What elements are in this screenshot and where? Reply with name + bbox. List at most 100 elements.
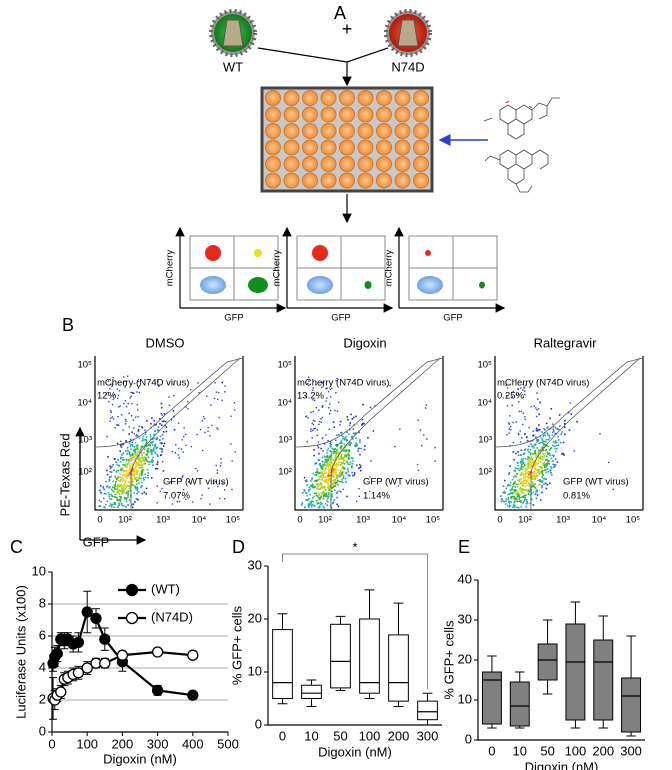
event-dot xyxy=(109,420,111,422)
well xyxy=(376,139,392,156)
event-dot xyxy=(541,476,544,478)
event-dot xyxy=(113,490,115,493)
event-dot xyxy=(539,401,541,403)
event-dot xyxy=(130,458,132,460)
event-dot xyxy=(528,459,530,462)
event-dot xyxy=(126,497,128,499)
box xyxy=(388,634,409,702)
event-dot xyxy=(327,492,330,494)
significance-label: * xyxy=(352,539,357,554)
event-dot xyxy=(336,453,339,455)
x-tick-label: 0 xyxy=(279,728,286,743)
event-dot xyxy=(185,498,187,501)
event-dot xyxy=(321,381,323,383)
event-dot xyxy=(519,441,522,443)
event-dot xyxy=(151,417,153,419)
event-dot xyxy=(128,433,131,435)
event-dot xyxy=(127,492,130,495)
event-dot xyxy=(118,493,121,495)
mcherry-gate xyxy=(494,357,644,448)
event-dot xyxy=(554,450,557,453)
event-dot xyxy=(537,471,539,474)
event-dot xyxy=(359,469,362,472)
event-dot xyxy=(160,402,163,405)
event-dot xyxy=(525,468,527,471)
event-dot xyxy=(310,411,312,414)
event-dot xyxy=(336,464,338,466)
event-dot xyxy=(119,480,122,482)
population-spot xyxy=(312,245,328,261)
event-dot xyxy=(331,467,334,470)
event-dot xyxy=(319,498,321,501)
event-dot xyxy=(201,494,203,496)
event-dot xyxy=(144,433,147,436)
event-dot xyxy=(117,506,119,509)
event-dot xyxy=(130,467,132,470)
event-dot xyxy=(342,449,345,451)
event-dot xyxy=(132,473,135,476)
event-dot xyxy=(230,443,232,445)
event-dot xyxy=(120,467,123,470)
event-dot xyxy=(525,482,527,484)
event-dot xyxy=(196,433,198,436)
event-dot xyxy=(114,488,116,491)
event-dot xyxy=(513,469,515,472)
event-dot xyxy=(327,390,330,393)
event-dot xyxy=(321,406,324,408)
event-dot xyxy=(133,473,136,475)
event-dot xyxy=(553,445,556,447)
event-dot xyxy=(156,485,159,487)
event-dot xyxy=(547,438,550,441)
event-dot xyxy=(527,448,529,451)
event-dot xyxy=(534,449,537,452)
event-dot xyxy=(145,487,148,490)
event-dot xyxy=(133,448,136,451)
event-dot xyxy=(343,443,346,446)
event-dot xyxy=(555,448,558,450)
event-dot xyxy=(353,472,356,474)
event-dot xyxy=(342,488,344,491)
event-dot xyxy=(518,410,520,413)
event-dot xyxy=(145,444,148,447)
event-dot xyxy=(128,481,131,483)
y-tick-label: 10² xyxy=(278,467,292,478)
event-dot xyxy=(140,477,142,480)
event-dot xyxy=(340,463,342,466)
legend-marker xyxy=(125,583,139,597)
event-dot xyxy=(141,453,143,455)
event-dot xyxy=(532,434,534,437)
event-dot xyxy=(143,451,145,454)
event-dot xyxy=(130,391,132,394)
event-dot xyxy=(534,483,536,486)
event-dot xyxy=(521,463,523,465)
event-dot xyxy=(154,444,156,447)
x-tick-label: 100 xyxy=(565,743,587,758)
event-dot xyxy=(535,429,538,431)
event-dot xyxy=(536,438,538,441)
event-dot xyxy=(324,481,327,484)
event-dot xyxy=(135,434,137,437)
event-dot xyxy=(329,409,332,412)
well xyxy=(320,172,337,189)
event-dot xyxy=(513,503,515,506)
event-dot xyxy=(318,452,320,455)
event-dot xyxy=(204,431,206,434)
event-dot xyxy=(541,480,544,482)
event-dot xyxy=(163,442,166,445)
x-tick-label: 10³ xyxy=(156,515,170,526)
event-dot xyxy=(328,477,331,480)
event-dot xyxy=(145,442,148,444)
event-dot xyxy=(314,480,316,482)
event-dot xyxy=(341,442,343,444)
event-dot xyxy=(541,439,544,442)
event-dot xyxy=(349,428,351,431)
event-dot xyxy=(529,485,531,487)
event-dot xyxy=(535,436,537,438)
event-dot xyxy=(515,493,518,495)
event-dot xyxy=(341,472,344,474)
event-dot xyxy=(516,498,518,500)
event-dot xyxy=(182,488,185,491)
event-dot xyxy=(327,478,329,480)
event-dot xyxy=(333,467,336,470)
event-dot xyxy=(163,413,166,415)
